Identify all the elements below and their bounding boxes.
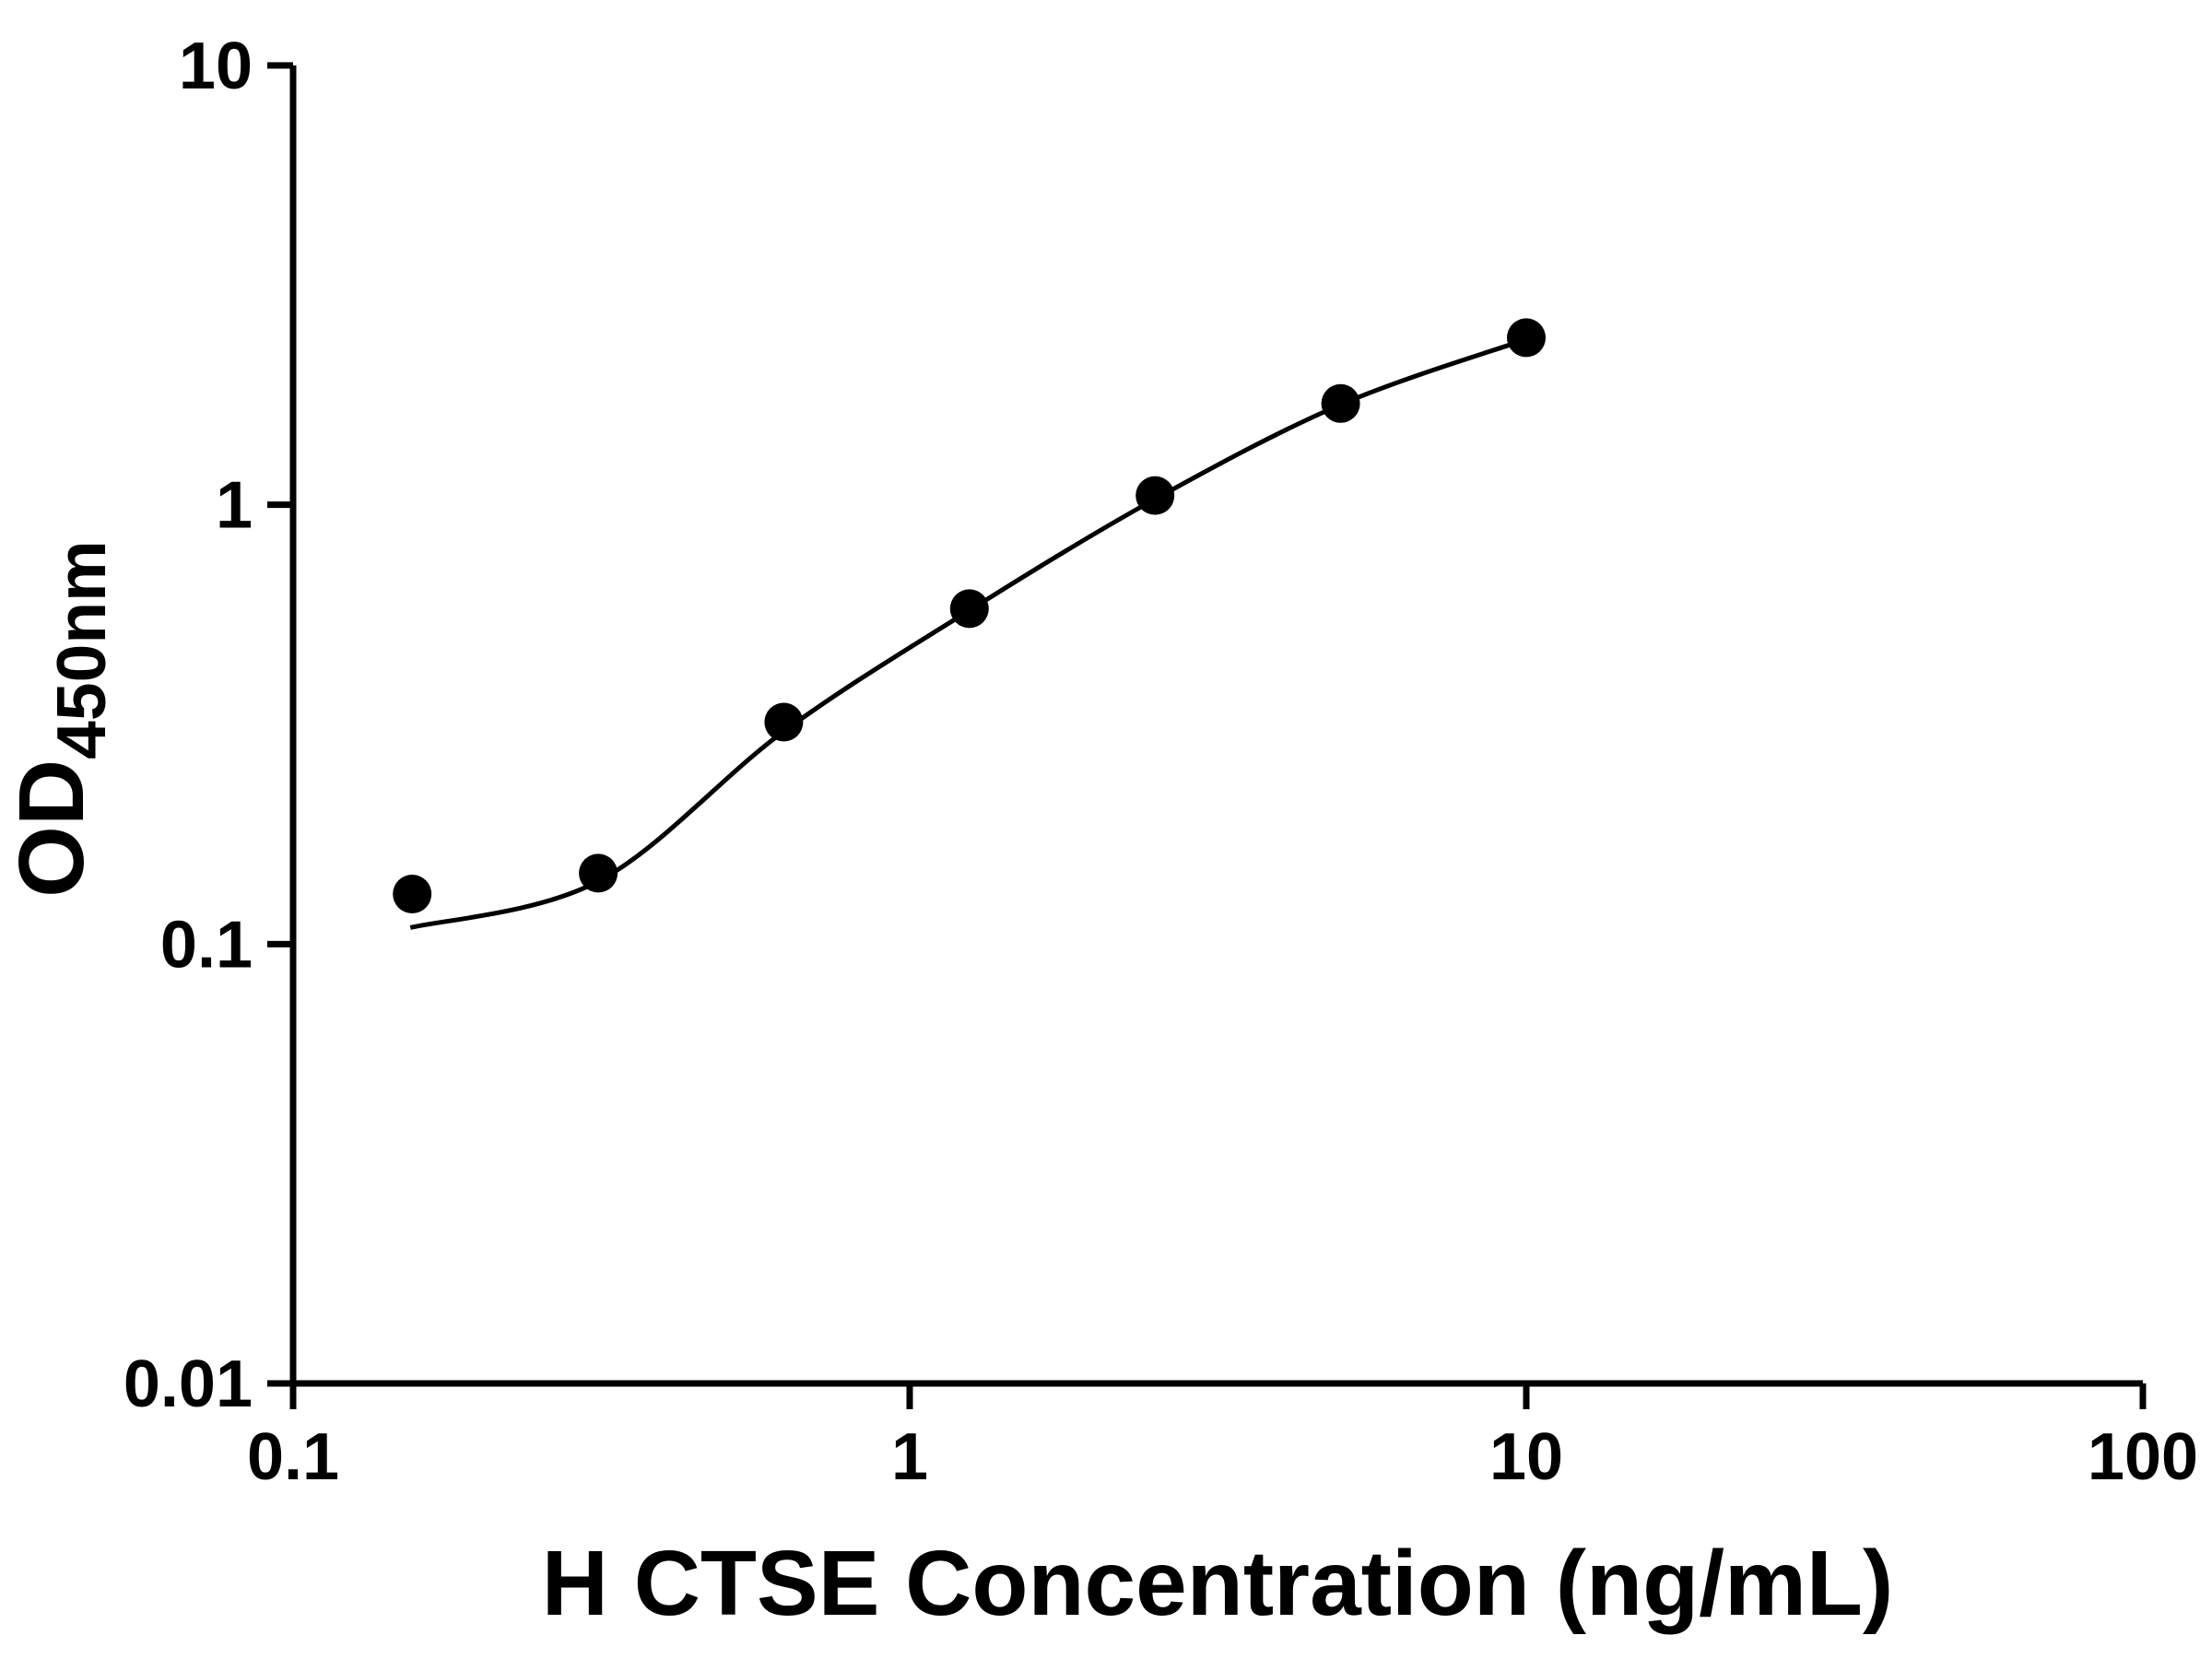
- data-point: [1135, 476, 1175, 515]
- axes: [289, 65, 2143, 1387]
- x-tick-label: 10: [1489, 1420, 1563, 1494]
- data-point: [393, 875, 432, 913]
- y-axis-title-main: OD: [0, 759, 103, 898]
- fit-curve: [409, 336, 1527, 930]
- x-tick-label: 1: [891, 1420, 928, 1494]
- axis-lines: [289, 65, 2143, 1387]
- y-tick-label: 1: [216, 469, 253, 543]
- data-point: [1507, 318, 1546, 358]
- data-point: [764, 702, 804, 742]
- data-points-group: [393, 318, 1546, 913]
- x-tick-label: 100: [2088, 1420, 2198, 1494]
- x-tick-label: 0.1: [247, 1420, 339, 1494]
- data-point: [1321, 383, 1360, 423]
- fit-curve-group: [409, 336, 1527, 930]
- tick-marks: [267, 62, 2147, 1409]
- y-axis-title-subscript: 450nm: [42, 540, 120, 759]
- data-point: [579, 853, 618, 893]
- y-tick-label: 10: [179, 29, 253, 103]
- x-axis-title: H CTSE Concentration (ng/mL): [542, 1532, 1894, 1635]
- y-tick-label: 0.01: [124, 1347, 253, 1421]
- y-axis-title: OD450nm: [0, 540, 120, 898]
- data-point: [949, 589, 989, 629]
- y-tick-label: 0.1: [160, 908, 253, 982]
